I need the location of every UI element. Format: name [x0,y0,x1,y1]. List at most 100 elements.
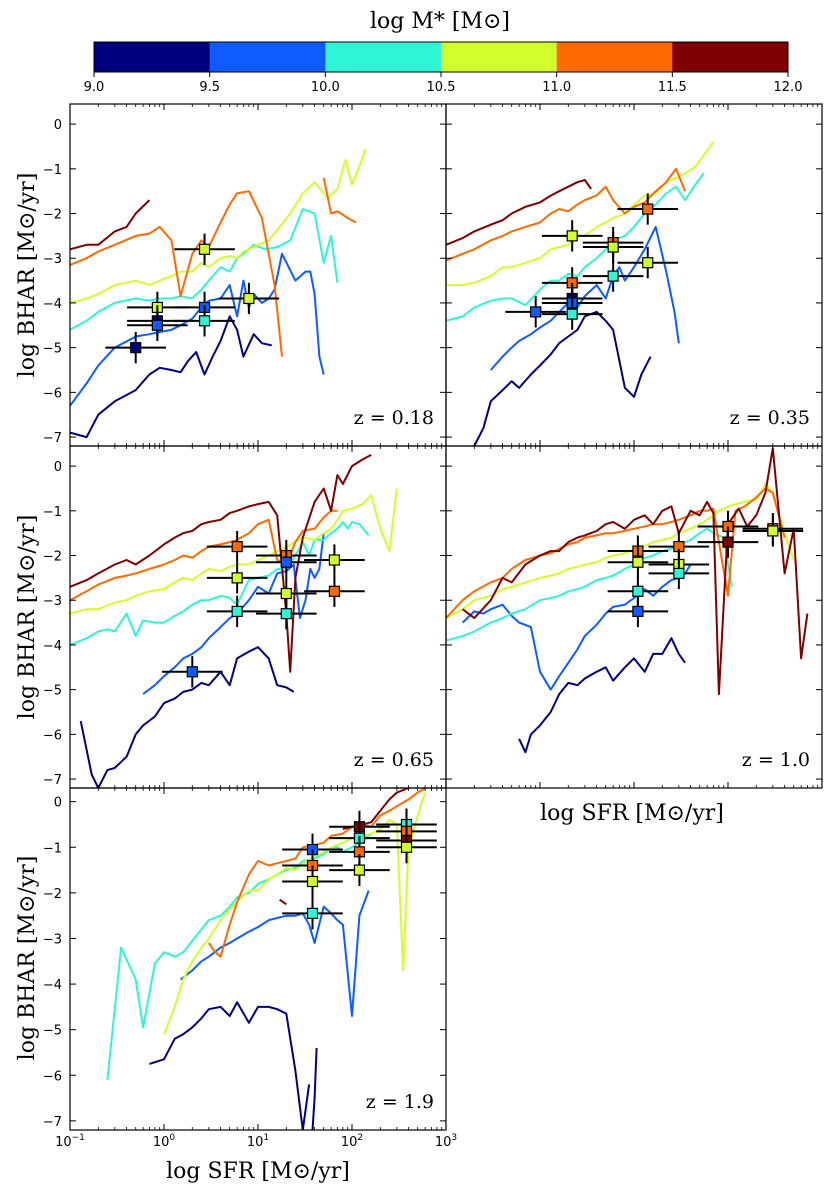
data-point [505,296,566,328]
ytick-label: −4 [43,639,62,654]
point-marker [607,241,619,253]
ytick-label: −4 [43,297,62,312]
point-marker [632,605,644,618]
point-marker [151,319,163,331]
series-line [446,141,715,287]
series-line [163,792,427,1035]
data-point [617,247,679,279]
point-marker [306,907,319,920]
xtick-exponent: 3 [451,1133,457,1143]
data-point [174,233,235,265]
xtick-exponent: 1 [263,1133,269,1143]
ylabel-row1: log BHAR [M⊙/yr] [15,173,40,378]
panel-z018: 0 −1 −2 −3 −4 −5 −6 −7 z = 0.18 [43,103,447,447]
ytick-label: −2 [43,887,62,902]
xtick-base: 10 [247,1135,264,1150]
ytick-label: −1 [43,841,62,856]
plot-area [70,148,367,439]
colorbar-tick-label: 9.5 [199,80,220,95]
point-marker [607,270,619,282]
data-point [174,305,235,337]
ytick-label: −5 [43,684,62,699]
data-point [256,546,317,578]
xtick-label: 103 [435,1133,457,1150]
ytick-label: −2 [43,550,62,565]
plot-area [106,788,437,1130]
data-point [206,595,268,628]
ylabel-row2: log BHAR [M⊙/yr] [15,515,40,720]
data-point [218,282,280,315]
point-marker [530,306,542,318]
data-point [206,562,268,594]
series-line [446,527,733,642]
series-line [70,148,367,304]
point-marker [243,292,255,305]
point-marker [231,605,243,618]
data-point [127,309,188,341]
series-line [461,563,692,691]
ytick-label: 0 [54,118,62,133]
data-point [329,854,390,887]
xtick-exponent: −1 [72,1133,85,1143]
series-line [70,190,283,357]
point-marker [231,540,243,553]
series-line [446,179,592,246]
data-point [742,515,804,547]
xlabel-bottom: log SFR [M⊙/yr] [166,1159,350,1184]
point-marker [632,585,644,597]
point-marker [280,587,292,600]
xtick-label: 101 [247,1133,269,1150]
data-point [697,526,759,558]
series-line [70,521,370,646]
xtick-label: 100 [153,1133,176,1150]
ytick-label: −3 [43,252,62,267]
xtick-base: 10 [341,1135,358,1150]
series-line [179,890,370,1017]
data-point [256,598,317,630]
colorbar-tick-label: 10.5 [427,80,456,95]
redshift-label: z = 1.0 [742,749,810,771]
ytick-label: 0 [54,796,62,811]
point-marker [722,536,734,548]
xlabel-right: log SFR [M⊙/yr] [540,801,724,826]
ytick-label: −1 [43,163,62,178]
series-line [70,252,325,407]
point-marker [198,315,211,327]
panel-frame [69,445,447,789]
ytick-label: −5 [43,1024,62,1039]
series-line [149,1001,311,1130]
data-point [582,231,644,263]
series-line [70,199,151,251]
point-marker [400,841,413,853]
redshift-label: z = 1.9 [366,1091,434,1113]
series-line [490,225,680,371]
data-point [648,557,710,590]
point-marker [767,525,779,537]
plot-area [446,141,715,446]
redshift-label: z = 0.65 [354,749,434,771]
colorbar-tick-label: 11.5 [658,80,687,95]
data-point [541,220,603,252]
ytick-label: −7 [43,1115,62,1130]
point-marker [306,875,319,888]
panel-z035: z = 0.35 [445,103,823,447]
point-marker [328,554,341,566]
colorbar-segment [556,42,673,72]
colorbar-title: log M* [M⊙] [370,9,510,34]
series-line [446,487,786,619]
xtick-base: 10 [55,1135,72,1150]
series-line [142,533,325,695]
point-marker [632,556,644,568]
xtick-label: 102 [341,1133,363,1150]
panel-z065: 0 −1 −2 −3 −4 −5 −6 −7 z = 0.65 [43,445,447,789]
colorbar-segments [94,42,789,72]
colorbar-tick-label: 10.0 [311,80,340,95]
point-marker [231,572,243,584]
point-marker [642,257,654,269]
point-marker [280,556,292,568]
series-line [79,646,295,788]
series-line [446,172,705,322]
series-line [70,509,338,602]
colorbar-segment [325,42,442,72]
